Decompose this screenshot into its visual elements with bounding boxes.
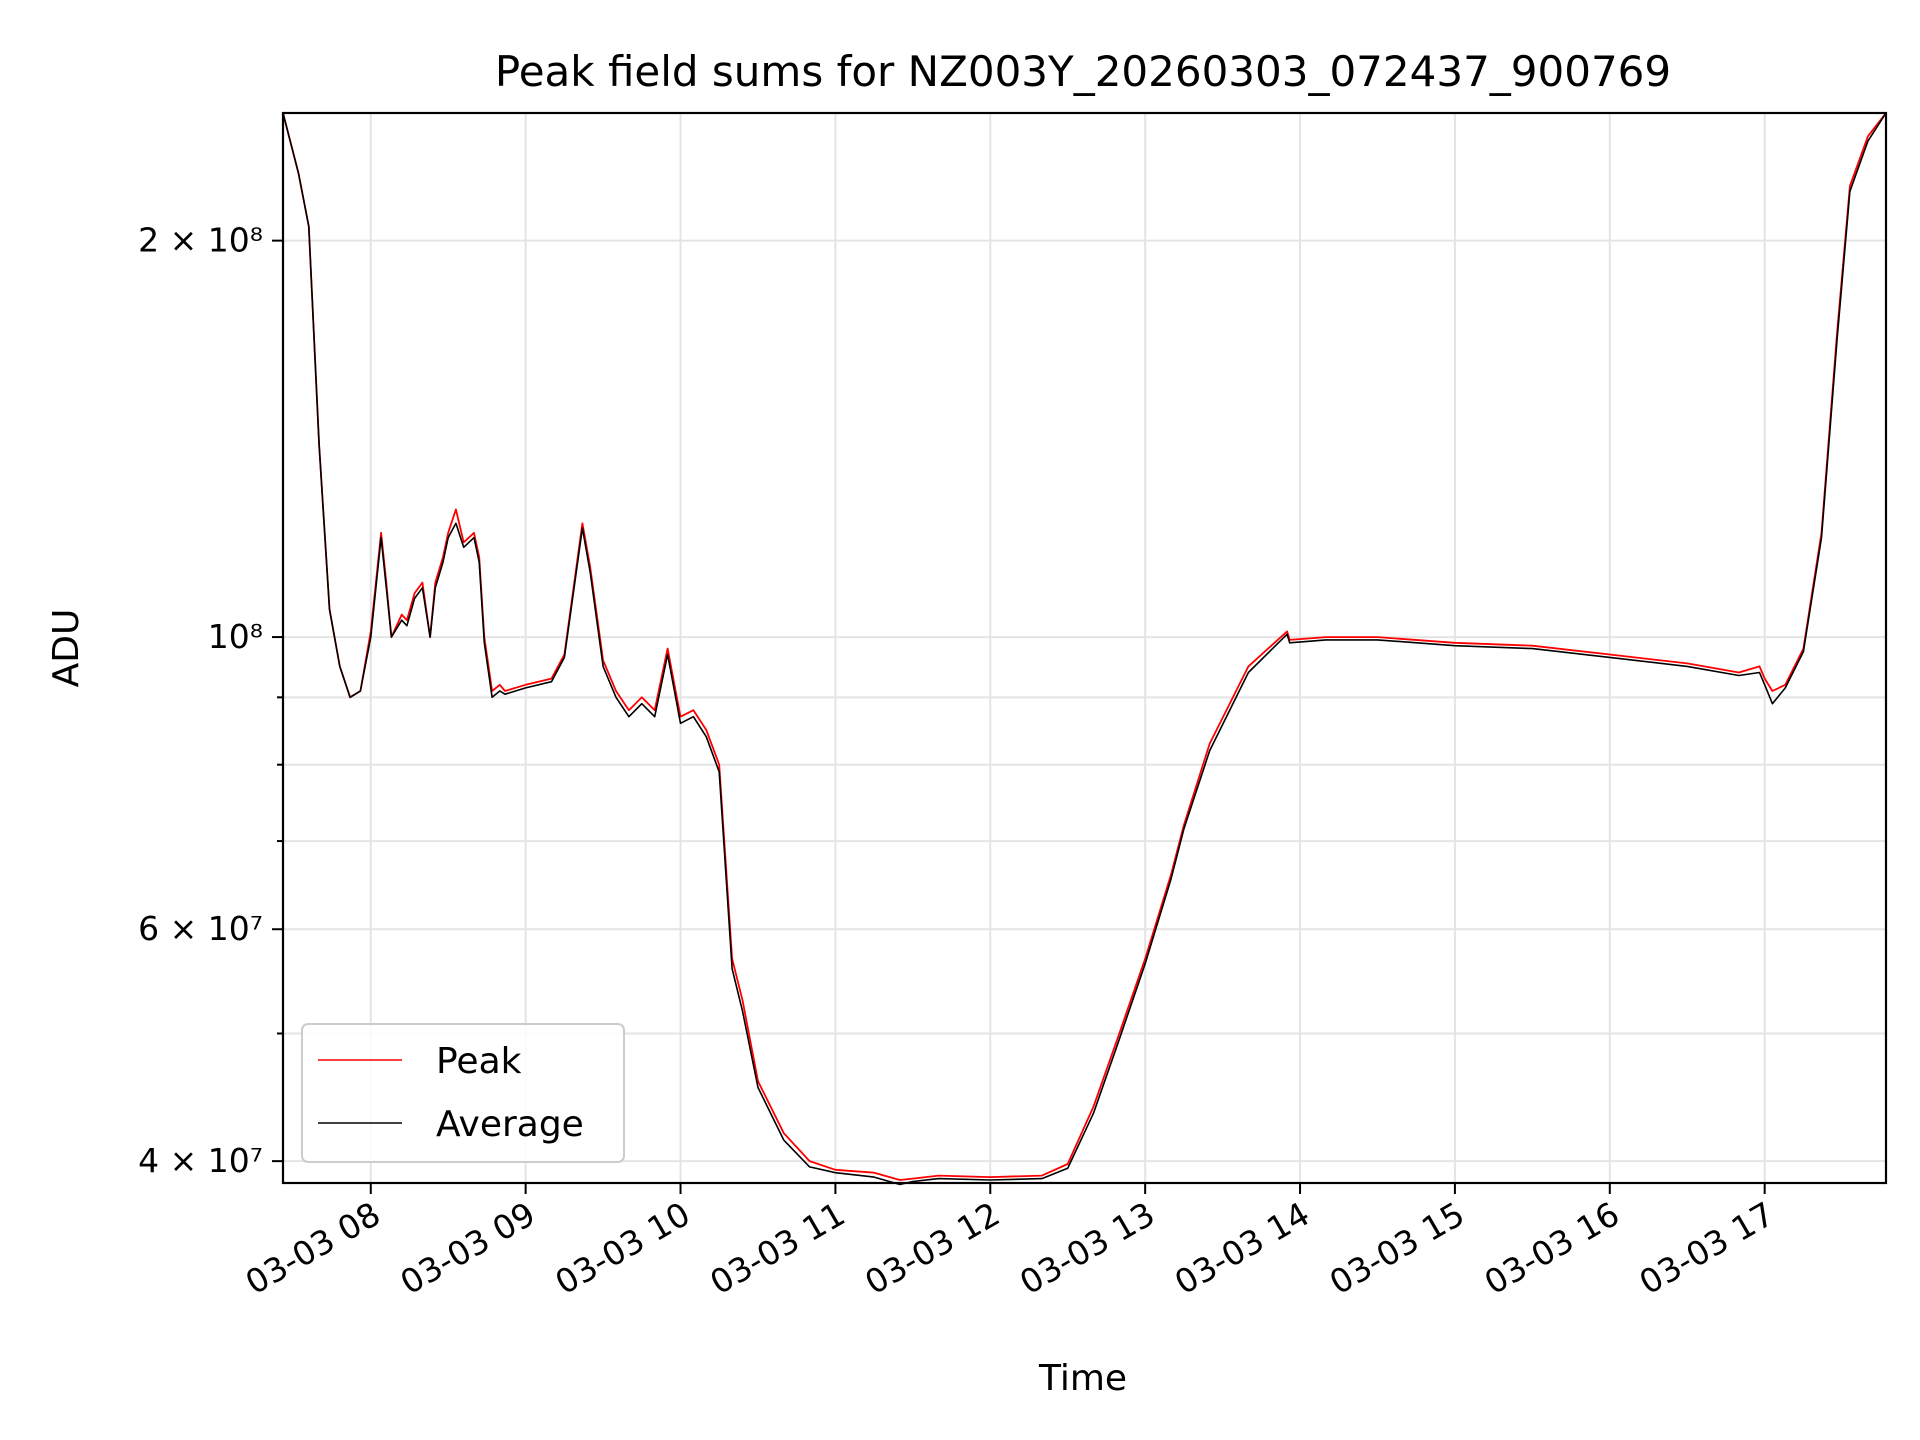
- legend-label-average: Average: [436, 1104, 584, 1145]
- series-layer: [282, 112, 1887, 1186]
- legend-box: [301, 1023, 625, 1163]
- y-tick-label: 10⁸: [208, 617, 263, 656]
- legend: Peak Average: [301, 1023, 625, 1163]
- x-axis-label: Time: [1038, 1358, 1127, 1399]
- legend-label-peak: Peak: [436, 1041, 522, 1082]
- plot-frame: [281, 111, 1888, 1185]
- y-axis-label: ADU: [46, 609, 87, 688]
- series-line-peak: [282, 112, 1887, 1181]
- y-tick-label: 2 × 10⁸: [138, 221, 263, 260]
- series-line-average: [282, 112, 1887, 1186]
- y-tick-label: 4 × 10⁷: [138, 1141, 263, 1180]
- grid-layer: [283, 113, 1886, 1183]
- chart-title: Peak field sums for NZ003Y_20260303_0724…: [495, 47, 1671, 96]
- y-tick-label: 6 × 10⁷: [138, 909, 263, 948]
- y-axis: 4 × 10⁷ 6 × 10⁷ 10⁸ 2 × 10⁸: [138, 221, 283, 1180]
